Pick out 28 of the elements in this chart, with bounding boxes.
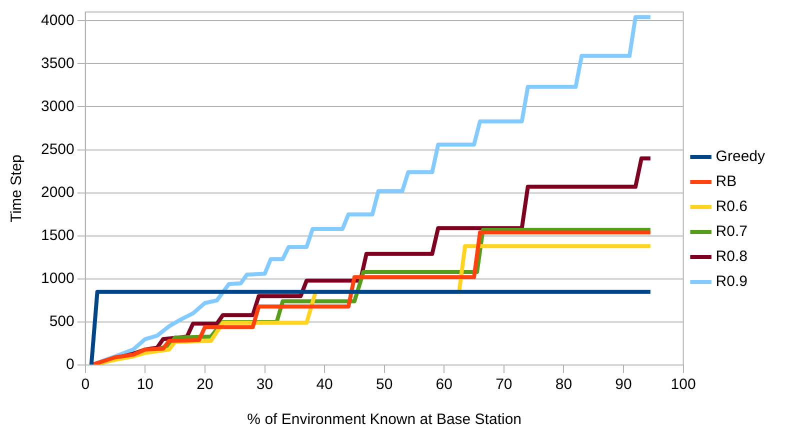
legend-label: Greedy xyxy=(716,148,766,166)
x-axis-title: % of Environment Known at Base Station xyxy=(247,411,522,428)
legend-label: R0.7 xyxy=(716,223,748,240)
y-tick-label: 0 xyxy=(66,356,74,374)
x-tick-label: 80 xyxy=(555,376,572,394)
x-tick-label: 40 xyxy=(316,376,333,394)
x-tick-label: 20 xyxy=(196,376,214,394)
legend-label: R0.8 xyxy=(716,248,748,266)
y-tick-label: 1000 xyxy=(40,270,74,288)
y-tick-label: 500 xyxy=(49,313,74,330)
y-tick-label: 2500 xyxy=(40,140,74,158)
y-axis-title: Time Step xyxy=(8,154,26,222)
y-tick-label: 4000 xyxy=(40,12,74,29)
x-tick-label: 100 xyxy=(670,376,696,394)
x-tick-label: 50 xyxy=(376,376,393,394)
x-tick-label: 0 xyxy=(81,376,90,394)
legend-label: R0.9 xyxy=(716,273,748,290)
x-tick-label: 90 xyxy=(615,376,632,394)
x-tick-label: 60 xyxy=(436,376,452,394)
x-tick-label: 30 xyxy=(256,376,274,394)
y-tick-label: 2000 xyxy=(40,184,74,201)
legend-label: RB xyxy=(716,173,737,190)
y-tick-label: 3500 xyxy=(40,54,74,72)
y-tick-label: 3000 xyxy=(40,98,74,115)
x-tick-label: 10 xyxy=(136,376,154,394)
legend-label: R0.6 xyxy=(716,198,748,216)
x-tick-label: 70 xyxy=(496,376,512,394)
y-tick-label: 1500 xyxy=(40,226,74,244)
